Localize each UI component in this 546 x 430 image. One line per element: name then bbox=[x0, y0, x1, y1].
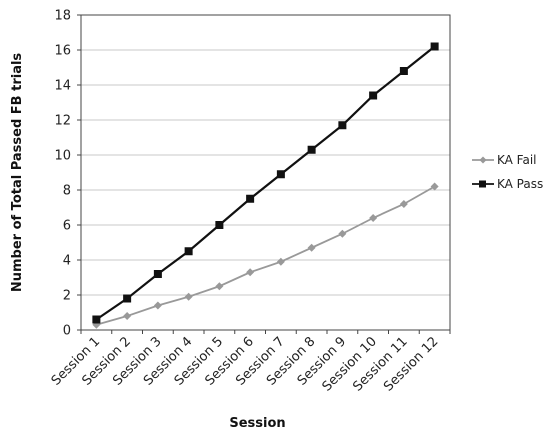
data-point bbox=[153, 301, 162, 310]
y-tick-label: 6 bbox=[63, 219, 71, 234]
data-point bbox=[123, 312, 132, 320]
legend-marker bbox=[479, 180, 486, 188]
series-2 bbox=[92, 42, 439, 324]
legend: KA Fail KA Pass bbox=[472, 153, 543, 191]
legend-item: KA Pass bbox=[472, 177, 543, 191]
data-point bbox=[184, 247, 193, 256]
y-axis-ticks: 0 2 4 6 8 10 12 14 16 18 bbox=[54, 9, 81, 339]
series-line bbox=[96, 185, 436, 326]
y-axis-title: Number of Total Passed FB trials bbox=[10, 53, 25, 293]
data-point bbox=[338, 229, 347, 238]
gridlines bbox=[81, 49, 450, 296]
data-point bbox=[430, 42, 439, 51]
data-point bbox=[246, 268, 255, 277]
y-tick-label: 16 bbox=[54, 44, 71, 59]
data-point bbox=[184, 292, 193, 301]
legend-marker bbox=[479, 156, 487, 164]
data-point bbox=[215, 282, 224, 291]
y-tick-label: 2 bbox=[63, 289, 71, 304]
x-axis-title: Session bbox=[229, 416, 285, 430]
y-tick-label: 8 bbox=[63, 184, 71, 199]
data-point bbox=[215, 221, 224, 229]
y-tick-label: 10 bbox=[54, 149, 71, 164]
series-layer bbox=[92, 42, 439, 329]
legend-label: KA Fail bbox=[497, 153, 537, 167]
data-point bbox=[276, 257, 285, 266]
data-point bbox=[430, 182, 439, 191]
data-point bbox=[307, 145, 316, 154]
legend-item: KA Fail bbox=[472, 153, 537, 167]
data-point bbox=[399, 67, 408, 75]
data-point bbox=[246, 194, 255, 203]
data-point bbox=[338, 121, 347, 130]
data-point bbox=[92, 315, 101, 324]
y-tick-label: 12 bbox=[54, 114, 71, 129]
legend-label: KA Pass bbox=[497, 177, 543, 191]
y-tick-label: 14 bbox=[54, 79, 71, 94]
y-tick-label: 4 bbox=[63, 254, 71, 269]
data-point bbox=[153, 270, 162, 278]
data-point bbox=[307, 243, 316, 252]
data-point bbox=[123, 294, 132, 303]
plot-area bbox=[80, 14, 451, 331]
data-point bbox=[399, 200, 408, 208]
series-line bbox=[95, 45, 436, 321]
y-tick-label: 18 bbox=[54, 9, 71, 24]
data-point bbox=[369, 214, 378, 222]
data-point bbox=[276, 170, 285, 179]
series-1 bbox=[92, 182, 439, 329]
data-point bbox=[369, 91, 378, 100]
y-tick-label: 0 bbox=[63, 324, 71, 339]
